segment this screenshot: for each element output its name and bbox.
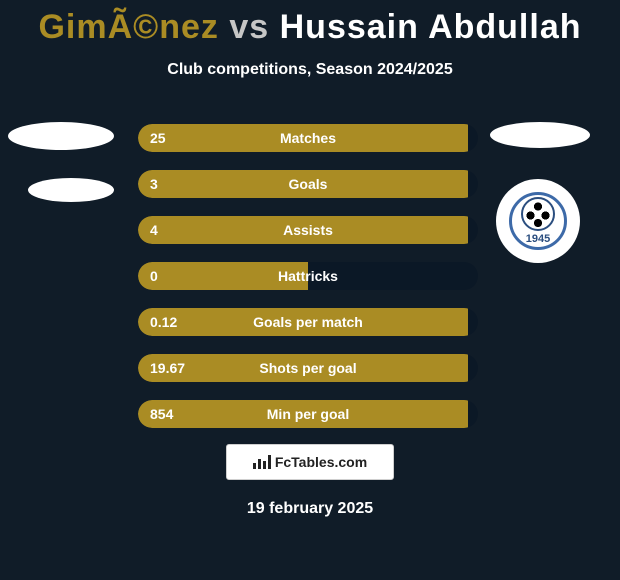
stat-bar-player2 (468, 354, 478, 382)
stats-bars: 25Matches 3Goals 4Assists 0Hattricks 0.12Goa… (138, 124, 478, 446)
brand-bars-icon (253, 455, 271, 469)
player2-logo-placeholder (490, 122, 590, 148)
stat-bar: 4Assists (138, 216, 478, 244)
stat-bar-player1 (138, 124, 468, 152)
player1-logo-placeholder (28, 178, 114, 202)
comparison-title: GimÃ©nez vs Hussain Abdullah (0, 0, 620, 47)
stat-bar-player2 (468, 400, 478, 428)
player2-club-crest: 1945 (496, 179, 580, 263)
soccer-ball-icon (521, 197, 555, 231)
stat-bar-player1 (138, 354, 468, 382)
stat-bar: 854Min per goal (138, 400, 478, 428)
crest-year: 1945 (526, 233, 550, 245)
stat-bar: 0Hattricks (138, 262, 478, 290)
stat-value-player1: 25 (150, 124, 166, 152)
date-text: 19 february 2025 (0, 500, 620, 518)
title-player1: GimÃ©nez (38, 8, 218, 46)
title-vs: vs (229, 8, 269, 46)
stat-bar: 0.12Goals per match (138, 308, 478, 336)
stat-bar-player2 (468, 170, 478, 198)
stat-value-player1: 19.67 (150, 354, 185, 382)
stat-bar: 19.67Shots per goal (138, 354, 478, 382)
brand-text: FcTables.com (275, 454, 367, 470)
stat-value-player1: 4 (150, 216, 158, 244)
title-player2: Hussain Abdullah (280, 8, 582, 46)
crest-inner: 1945 (509, 192, 568, 251)
stat-bar: 25Matches (138, 124, 478, 152)
stat-bar-player2 (468, 216, 478, 244)
stat-bar-player1 (138, 170, 468, 198)
player1-logo-placeholder (8, 122, 114, 150)
stat-bar-player2 (308, 262, 478, 290)
stat-value-player1: 854 (150, 400, 173, 428)
stat-bar-player2 (468, 308, 478, 336)
stat-bar: 3Goals (138, 170, 478, 198)
stat-value-player1: 0 (150, 262, 158, 290)
stat-bar-player1 (138, 216, 468, 244)
stat-value-player1: 0.12 (150, 308, 177, 336)
stat-value-player1: 3 (150, 170, 158, 198)
subtitle: Club competitions, Season 2024/2025 (0, 61, 620, 79)
stat-bar-player1 (138, 400, 468, 428)
stat-bar-player1 (138, 308, 468, 336)
stat-bar-player1 (138, 262, 308, 290)
stat-bar-player2 (468, 124, 478, 152)
brand-box: FcTables.com (226, 444, 394, 480)
